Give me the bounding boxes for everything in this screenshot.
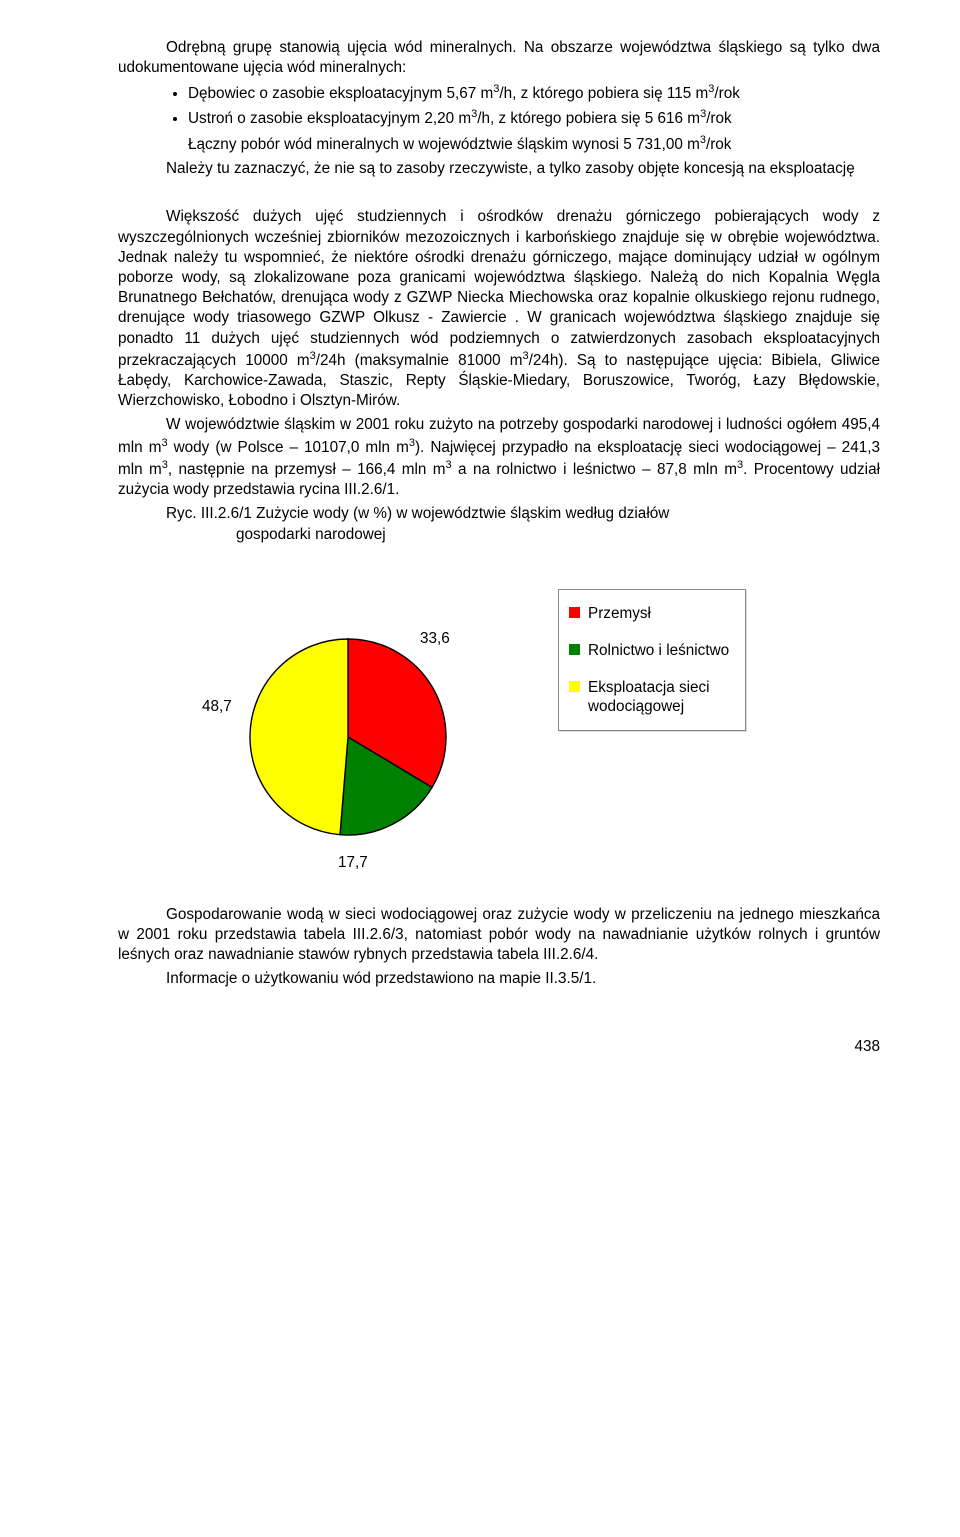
legend-item: Przemysł	[569, 604, 731, 623]
pie-slice-label: 17,7	[338, 853, 368, 873]
p6: Informacje o użytkowaniu wód przedstawio…	[166, 970, 596, 987]
figure-caption-line2: gospodarki narodowej	[236, 525, 880, 545]
legend-label: Przemysł	[588, 604, 651, 623]
figure-caption-line1: Ryc. III.2.6/1 Zużycie wody (w %) w woje…	[166, 504, 880, 524]
intro-paragraph: Odrębną grupę stanowią ujęcia wód minera…	[118, 38, 880, 78]
page-number: 438	[118, 1037, 880, 1057]
bullet-item-2: Ustroń o zasobie eksploatacyjnym 2,20 m3…	[188, 107, 880, 129]
page-number-value: 438	[854, 1038, 880, 1055]
bullet-list: Dębowiec o zasobie eksploatacyjnym 5,67 …	[118, 82, 880, 129]
caption2: gospodarki narodowej	[236, 526, 386, 543]
pie-slice-label: 33,6	[420, 629, 450, 649]
pie-wrap: 33,617,748,7	[118, 587, 558, 867]
main-paragraph-1: Większość dużych ujęć studziennych i ośr…	[118, 207, 880, 411]
b2-pre: Ustroń o zasobie eksploatacyjnym 2,20 m	[188, 110, 471, 127]
chart-area: 33,617,748,7 Przemysł Rolnictwo i leśnict…	[118, 587, 880, 867]
p5: Gospodarowanie wodą w sieci wodociągowej…	[118, 906, 880, 963]
p4b: wody (w Polsce – 10107,0 mln m	[168, 439, 409, 456]
legend-swatch	[569, 681, 580, 692]
bullet-item-1: Dębowiec o zasobie eksploatacyjnym 5,67 …	[188, 82, 880, 104]
p3a: Większość dużych ujęć studziennych i ośr…	[118, 208, 880, 368]
note-paragraph: Należy tu zaznaczyć, że nie są to zasoby…	[118, 159, 880, 179]
legend-label: Eksploatacja sieci wodociągowej	[588, 678, 731, 716]
legend-swatch	[569, 607, 580, 618]
closing-paragraph-1: Gospodarowanie wodą w sieci wodociągowej…	[118, 905, 880, 966]
legend-swatch	[569, 644, 580, 655]
p4d: , następnie na przemysł – 166,4 mln m	[168, 461, 446, 478]
legend-label: Rolnictwo i leśnictwo	[588, 641, 729, 660]
b1-post: /h, z którego pobiera się 115 m	[499, 85, 708, 102]
intro-text: Odrębną grupę stanowią ujęcia wód minera…	[118, 39, 880, 76]
note-text: Należy tu zaznaczyć, że nie są to zasoby…	[166, 160, 855, 177]
pie-chart	[118, 587, 558, 867]
p3b: /24h (maksymalnie 81000 m	[316, 352, 523, 369]
closing-paragraph-2: Informacje o użytkowaniu wód przedstawio…	[118, 969, 880, 989]
total-extraction: Łączny pobór wód mineralnych w województ…	[118, 133, 880, 155]
legend-item: Eksploatacja sieci wodociągowej	[569, 678, 731, 716]
caption1: Ryc. III.2.6/1 Zużycie wody (w %) w woje…	[166, 505, 669, 522]
chart-legend: Przemysł Rolnictwo i leśnictwo Eksploatacj…	[558, 589, 746, 731]
b2-post: /h, z którego pobiera się 5 616 m	[477, 110, 700, 127]
total-end: /rok	[706, 136, 732, 153]
main-paragraph-2: W województwie śląskim w 2001 roku zużyt…	[118, 415, 880, 500]
p4e: a na rolnictwo i leśnictwo – 87,8 mln m	[452, 461, 737, 478]
b2-end: /rok	[706, 110, 732, 127]
b1-pre: Dębowiec o zasobie eksploatacyjnym 5,67 …	[188, 85, 493, 102]
pie-slice-label: 48,7	[202, 697, 232, 717]
pie-slice	[250, 639, 348, 835]
b1-end: /rok	[714, 85, 740, 102]
legend-item: Rolnictwo i leśnictwo	[569, 641, 731, 660]
total-pre: Łączny pobór wód mineralnych w województ…	[188, 136, 700, 153]
